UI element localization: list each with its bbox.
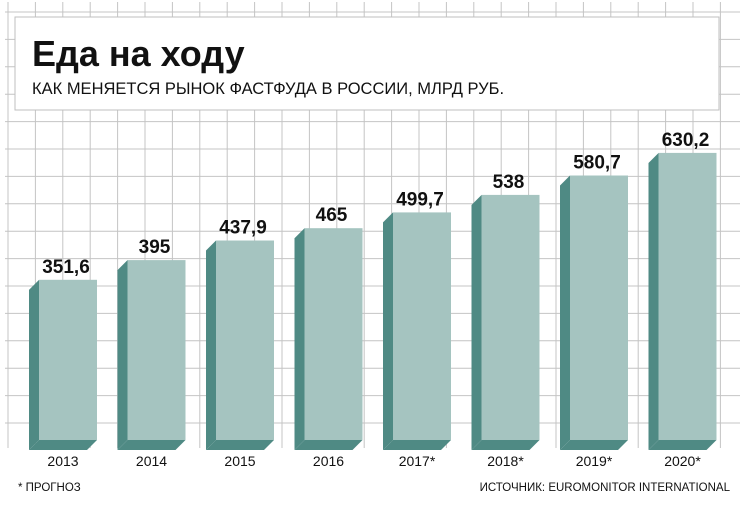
category-label: 2015 xyxy=(224,453,255,469)
bar-bottom xyxy=(29,440,97,450)
bar xyxy=(216,240,274,440)
bar-value-label: 465 xyxy=(316,205,348,226)
bar-value-label: 351,6 xyxy=(42,257,90,278)
bar-side xyxy=(648,152,659,450)
chart-title: Еда на ходу xyxy=(32,33,245,74)
bar-side xyxy=(294,228,305,450)
category-label: 2016 xyxy=(313,453,344,469)
bar-bottom xyxy=(648,440,717,450)
header-box xyxy=(14,16,720,111)
bar-bottom xyxy=(206,440,274,450)
bar-value-label: 580,7 xyxy=(573,153,621,174)
bars: 351,6 2013 395 2014 437,9 2015 465 2016 499,7 201… xyxy=(29,130,717,469)
bar-side xyxy=(383,212,393,450)
bar-bottom xyxy=(294,440,363,450)
bar-side xyxy=(117,260,128,450)
bar-bottom xyxy=(560,440,628,450)
bar-bottom xyxy=(383,440,451,450)
category-label: 2020* xyxy=(664,453,701,469)
bar xyxy=(658,152,717,440)
bar-value-label: 499,7 xyxy=(396,189,444,210)
category-label: 2013 xyxy=(47,453,78,469)
bar-bottom xyxy=(117,440,186,450)
category-label: 2017* xyxy=(399,453,436,469)
forecast-note: * ПРОГНОЗ xyxy=(18,482,81,494)
category-label: 2018* xyxy=(487,453,524,469)
bar xyxy=(393,212,451,440)
bar-side xyxy=(471,194,482,450)
category-label: 2019* xyxy=(576,453,613,469)
bar xyxy=(481,194,540,440)
bar-side xyxy=(29,279,39,450)
bar-side xyxy=(560,175,570,450)
bar-value-label: 630,2 xyxy=(662,130,710,151)
chart-subtitle: КАК МЕНЯЕТСЯ РЫНОК ФАСТФУДА В РОССИИ, МЛ… xyxy=(32,80,504,98)
bar xyxy=(127,260,186,440)
bar xyxy=(39,279,97,440)
category-label: 2014 xyxy=(136,453,167,469)
bar-bottom xyxy=(471,440,540,450)
source-note: ИСТОЧНИК: EUROMONITOR INTERNATIONAL xyxy=(480,482,731,494)
bar-value-label: 395 xyxy=(139,237,171,258)
bar-value-label: 538 xyxy=(493,172,525,193)
bar xyxy=(304,228,363,440)
bar-value-label: 437,9 xyxy=(219,218,267,239)
bar-side xyxy=(206,240,216,450)
bar xyxy=(570,175,628,440)
